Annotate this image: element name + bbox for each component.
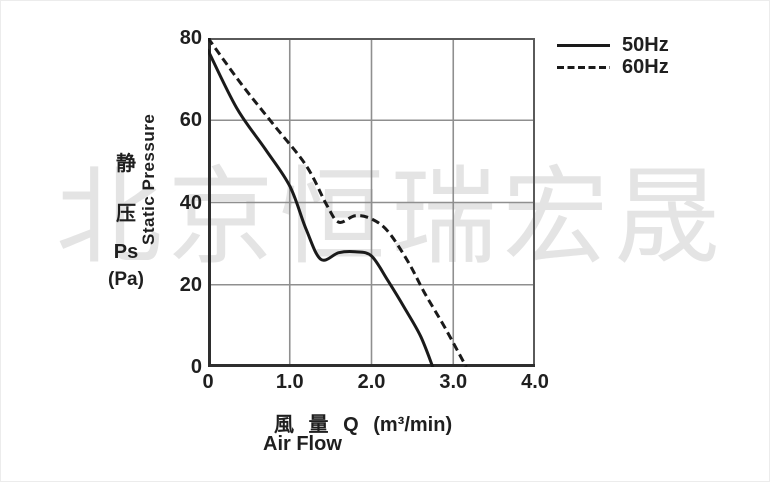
curve-50hz xyxy=(208,48,435,367)
curve-60hz xyxy=(208,38,468,367)
x-tick-label: 3.0 xyxy=(439,371,468,393)
x-tick-label: 1.0 xyxy=(275,371,304,393)
y-tick-label: 40 xyxy=(179,191,202,214)
legend-label-50hz: 50Hz xyxy=(622,34,669,56)
x-tick-label: 0 xyxy=(202,371,214,393)
grid-lines xyxy=(208,38,535,367)
y-axis-unit-label: Ps xyxy=(113,241,139,263)
plot-svg xyxy=(208,38,535,367)
y-axis-unit-label: (Pa) xyxy=(108,269,144,290)
y-tick-label: 60 xyxy=(179,109,202,132)
y-axis-unit-label: 压 xyxy=(116,203,136,225)
watermark-char: 晟 xyxy=(613,159,720,277)
y-axis-unit-label: 静 xyxy=(116,153,136,175)
x-tick-label: 4.0 xyxy=(521,371,549,393)
y-tick-label: 80 xyxy=(179,27,202,49)
legend: 50Hz 60Hz xyxy=(557,34,669,78)
legend-item-50hz: 50Hz xyxy=(557,34,669,56)
x-axis-title-en: Air Flow xyxy=(263,433,342,455)
x-tick-label: 2.0 xyxy=(357,371,386,393)
y-tick-label: 0 xyxy=(190,356,202,378)
legend-line-dashed-icon xyxy=(557,65,610,69)
plot-area xyxy=(208,38,535,367)
x-axis-title-cn: 風 量 Q (m³/min) xyxy=(274,414,453,436)
legend-label-60hz: 60Hz xyxy=(622,56,669,78)
legend-line-solid-icon xyxy=(557,43,610,47)
legend-item-60hz: 60Hz xyxy=(557,56,669,78)
y-tick-label: 20 xyxy=(179,273,202,296)
